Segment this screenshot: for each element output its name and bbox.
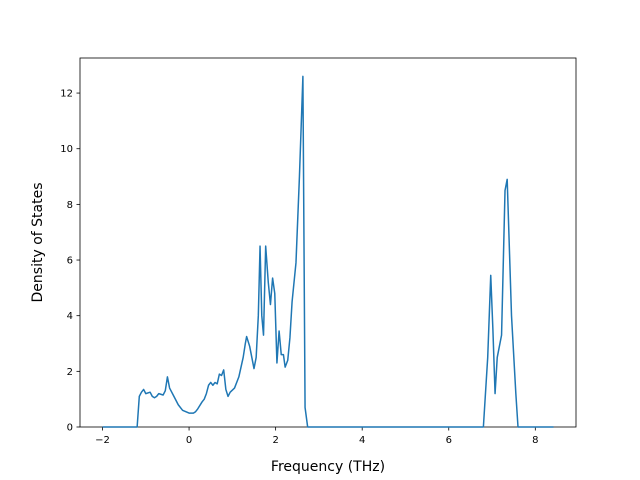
line [102, 75, 554, 428]
y-axis-label: Density of States [30, 183, 46, 303]
y-tick-label: 4 [67, 311, 73, 322]
x-tick-label: 2 [272, 435, 278, 446]
x-tick-label: 0 [186, 435, 192, 446]
plot-frame [79, 57, 577, 428]
x-tick-label: −2 [95, 435, 110, 446]
y-tick-label: 2 [67, 367, 73, 378]
x-axis-label: Frequency (THz) [271, 459, 385, 475]
y-tick-label: 6 [67, 256, 73, 267]
y-tick-label: 12 [60, 89, 73, 100]
x-tick-label: 6 [446, 435, 452, 446]
y-tick-label: 10 [60, 144, 73, 155]
y-tick-label: 0 [67, 423, 73, 434]
x-tick-label: 4 [359, 435, 365, 446]
x-tick-label: 8 [532, 435, 538, 446]
y-tick-label: 8 [67, 200, 73, 211]
